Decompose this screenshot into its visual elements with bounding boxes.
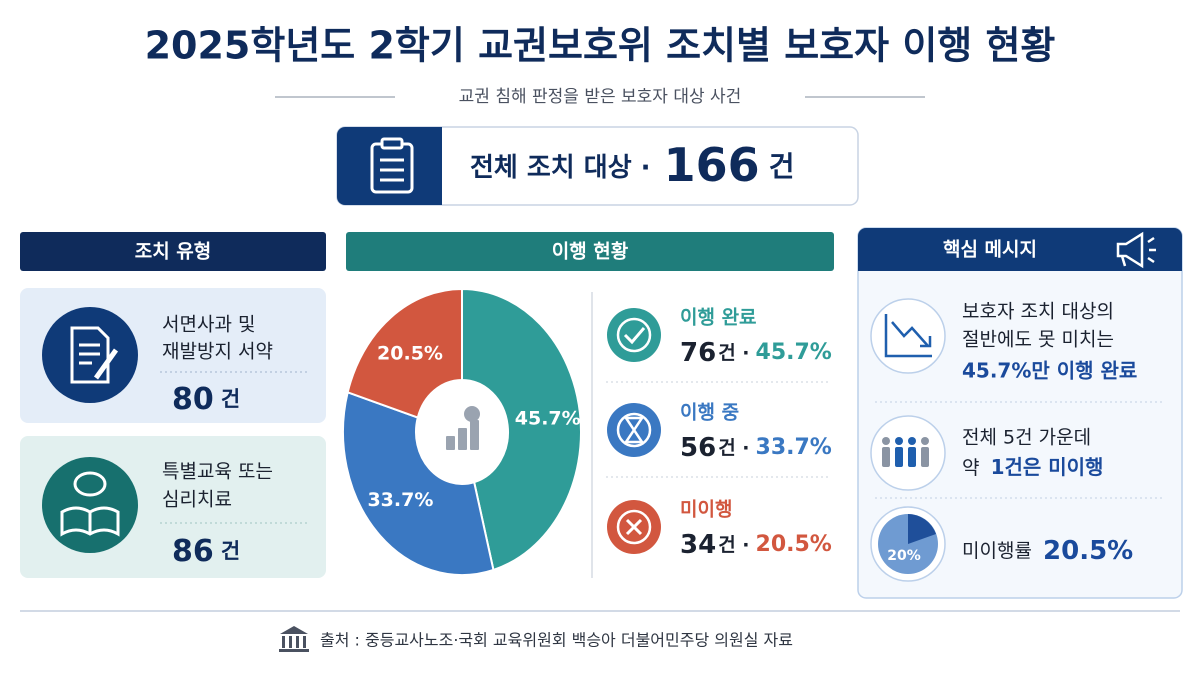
message-text: 미이행률 <box>962 540 1032 562</box>
count: 86 <box>172 534 214 569</box>
legend-label: 이행 완료 <box>680 307 757 329</box>
donut-slice <box>461 287 583 572</box>
center-icon <box>446 436 455 450</box>
count-suffix: 건 · <box>718 534 749 556</box>
message-text: 절반에도 못 미치는 <box>962 329 1114 351</box>
legend-value: 34 건 · 20.5% <box>680 530 832 560</box>
count: 80 <box>172 382 214 417</box>
total-label: 전체 조치 대상 · <box>470 153 651 183</box>
section-title: 조치 유형 <box>135 241 212 263</box>
count-suffix: 건 · <box>718 342 749 364</box>
measure-count: 86 건 <box>172 534 240 569</box>
message-line: 미이행률 20.5% <box>962 536 1133 566</box>
document-icon <box>70 326 119 384</box>
subtitle: 교권 침해 판정을 받은 보호자 대상 사건 <box>459 87 742 107</box>
section-header <box>20 232 326 271</box>
donut-slice <box>346 287 463 419</box>
message-text: 보호자 조치 대상의 <box>962 301 1114 323</box>
legend-icon-ring <box>616 412 652 448</box>
message-text: 약 <box>962 457 979 479</box>
hourglass-icon <box>623 416 645 444</box>
legend-icon-ring <box>616 509 652 545</box>
measure-label: 심리치료 <box>162 489 232 511</box>
donut-slice <box>342 390 495 576</box>
trend-down-icon <box>884 314 932 358</box>
message-highlight: 20.5% <box>1043 536 1133 566</box>
book-icon <box>60 471 120 537</box>
total-line: 전체 조치 대상 · 166 건 <box>470 138 795 192</box>
section-header <box>858 228 1182 271</box>
chart-title: 이행 현황 <box>552 240 629 263</box>
message-highlight: 1건은 미이행 <box>991 455 1104 479</box>
people-icon <box>882 437 929 467</box>
pie-icon-slice <box>908 514 936 544</box>
slice-label: 45.7% <box>515 408 581 430</box>
center-icon <box>464 406 480 422</box>
donut-chart: 45.7% 33.7% 20.5% <box>342 287 583 576</box>
cross-icon <box>625 518 643 536</box>
megaphone-icon <box>1116 231 1156 269</box>
slice-label: 20.5% <box>377 343 443 365</box>
total-icon-bg <box>337 127 442 205</box>
message-highlight: 45.7%만 이행 완료 <box>962 359 1137 383</box>
check-icon <box>623 327 646 345</box>
section-title: 핵심 메시지 <box>943 239 1037 261</box>
pie-icon-label: 20% <box>887 548 921 564</box>
institution-icon <box>279 626 309 652</box>
legend-icon <box>607 308 661 362</box>
message-icon <box>870 298 946 374</box>
center-icon <box>458 428 467 450</box>
count: 76 <box>680 338 716 368</box>
legend-value: 76 건 · 45.7% <box>680 338 832 368</box>
measure-label: 특별교육 또는 <box>162 461 273 483</box>
measure-label: 재발방지 서약 <box>162 341 273 363</box>
clipboard-icon <box>370 137 414 194</box>
measure-icon <box>42 457 138 553</box>
center-icon <box>470 420 479 450</box>
count: 56 <box>680 433 716 463</box>
unit: 건 <box>221 387 240 411</box>
legend-value: 56 건 · 33.7% <box>680 433 832 463</box>
source: 출처 : 중등교사노조·국회 교육위원회 백승아 더불어민주당 의원실 자료 <box>320 631 793 650</box>
percent: 33.7% <box>756 435 832 460</box>
legend-label: 이행 중 <box>680 402 739 424</box>
slice-label: 33.7% <box>367 489 433 511</box>
percent: 20.5% <box>756 532 832 557</box>
legend-label: 미이행 <box>680 499 732 521</box>
count: 34 <box>680 530 716 560</box>
message-line: 약 1건은 미이행 <box>962 455 1103 479</box>
total-unit: 건 <box>769 150 795 183</box>
section-header <box>346 232 834 271</box>
measure-label: 서면사과 및 <box>162 314 255 336</box>
percent: 45.7% <box>756 340 832 365</box>
count-suffix: 건 · <box>718 437 749 459</box>
unit: 건 <box>221 539 240 563</box>
measure-count: 80 건 <box>172 382 240 417</box>
title: 2025학년도 2학기 교권보호위 조치별 보호자 이행 현황 <box>145 24 1056 68</box>
legend-icon-ring <box>616 317 652 353</box>
message-text: 전체 5건 가운데 <box>962 427 1091 449</box>
total-value: 166 <box>664 138 760 192</box>
